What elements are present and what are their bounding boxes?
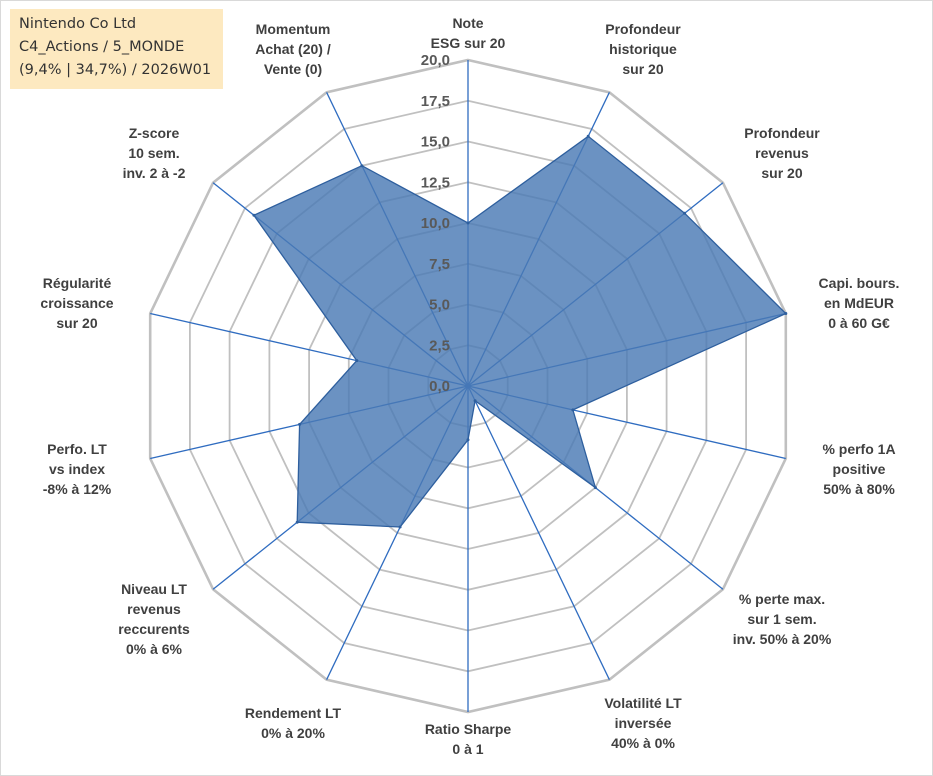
info-box: Nintendo Co Ltd C4_Actions / 5_MONDE (9,… — [10, 9, 223, 89]
tick-label: 12,5 — [421, 174, 450, 191]
data-point — [586, 134, 590, 138]
axis-label-line: Note — [452, 15, 483, 31]
axis-label-line: 0% à 20% — [261, 725, 325, 741]
axis-label-line: Volatilité LT — [604, 695, 682, 711]
axis-label-line: revenus — [127, 601, 181, 617]
axis-label-line: Niveau LT — [121, 581, 187, 597]
axis-label-line: sur 20 — [761, 165, 802, 181]
axis-label-line: Profondeur — [605, 21, 681, 37]
axis-label: Profondeur revenus sur 20 — [744, 125, 820, 181]
tick-label: 7,5 — [429, 256, 450, 273]
axis-label-line: revenus — [755, 145, 809, 161]
axis-label-line: Ratio Sharpe — [425, 721, 512, 737]
axis-label: Z-score 10 sem. inv. 2 à -2 — [123, 125, 186, 181]
data-point — [683, 211, 687, 215]
tick-label: 20,0 — [421, 52, 450, 69]
axis-label: Niveau LT revenus reccurents 0% à 6% — [118, 581, 190, 657]
data-point — [355, 359, 359, 363]
axis-label: Profondeur historique sur 20 — [605, 21, 681, 77]
axis-label-line: 50% à 80% — [823, 481, 895, 497]
axis-label-line: % perte max. — [739, 591, 825, 607]
tick-label: 15,0 — [421, 134, 450, 151]
axis-label: Régularité croissance sur 20 — [40, 275, 113, 331]
axis-label-line: inv. 50% à 20% — [733, 631, 832, 647]
axis-label-line: inv. 2 à -2 — [123, 165, 186, 181]
axis-label: Volatilité LT inversée 40% à 0% — [604, 695, 682, 751]
axis-label: % perte max. sur 1 sem. inv. 50% à 20% — [733, 591, 832, 647]
info-category: C4_Actions / 5_MONDE — [19, 39, 185, 55]
tick-label: 5,0 — [429, 297, 450, 314]
data-point — [466, 438, 470, 442]
axis-label-line: Z-score — [129, 125, 180, 141]
data-point — [466, 221, 470, 225]
data-area-group — [252, 134, 788, 529]
axis-label-line: reccurents — [118, 621, 190, 637]
data-point — [360, 164, 364, 168]
axis-label: Perfo. LT vs index -8% à 12% — [43, 441, 112, 497]
data-point — [571, 408, 575, 412]
axis-labels: Note ESG sur 20 Profondeur historique sur 20… — [40, 15, 899, 757]
axis-label-line: 0 à 1 — [452, 741, 483, 757]
axis-label-line: croissance — [40, 295, 113, 311]
axis-label-line: vs index — [49, 461, 105, 477]
axis-label: Momentum Achat (20) / Vente (0) — [255, 21, 331, 77]
axis-spoke — [467, 385, 610, 680]
axis-label-line: Perfo. LT — [47, 441, 107, 457]
axis-label-line: inversée — [615, 715, 672, 731]
axis-label-line: sur 20 — [56, 315, 97, 331]
data-point — [252, 213, 256, 217]
axis-label-line: Rendement LT — [245, 705, 342, 721]
axis-label-line: -8% à 12% — [43, 481, 112, 497]
axis-label-line: positive — [833, 461, 886, 477]
axis-label: Rendement LT 0% à 20% — [245, 705, 342, 741]
axis-label-line: sur 1 sem. — [747, 611, 816, 627]
axis-label-line: Capi. bours. — [819, 275, 900, 291]
axis-label-line: Momentum — [256, 21, 331, 37]
axis-label-line: sur 20 — [622, 61, 663, 77]
axis-label-line: Achat (20) / — [255, 41, 331, 57]
axis-label-line: historique — [609, 41, 677, 57]
data-point — [784, 312, 788, 315]
axis-label-line: 0 à 60 G€ — [828, 315, 890, 331]
axis-label: Note ESG sur 20 — [431, 15, 506, 51]
axis-label-line: ESG sur 20 — [431, 35, 506, 51]
axis-label: Ratio Sharpe 0 à 1 — [425, 721, 512, 757]
tick-label: 10,0 — [421, 215, 450, 232]
data-point — [295, 520, 299, 524]
axis-label: Capi. bours. en MdEUR 0 à 60 G€ — [819, 275, 900, 331]
info-company-name: Nintendo Co Ltd — [19, 16, 137, 32]
info-stats-week: (9,4% | 34,7%) / 2026W01 — [19, 62, 212, 78]
tick-labels: 0,0 2,5 5,0 7,5 10,0 12,5 15,0 17,5 20,0 — [421, 52, 450, 395]
axis-label-line: Régularité — [43, 275, 112, 291]
axis-label-line: Vente (0) — [264, 61, 322, 77]
tick-label: 0,0 — [429, 378, 450, 395]
axis-label-line: % perfo 1A — [822, 441, 895, 457]
data-point — [593, 486, 597, 490]
data-point — [473, 399, 477, 403]
data-area — [252, 135, 787, 528]
data-point — [398, 525, 402, 529]
data-point — [298, 422, 302, 426]
axis-label-line: 10 sem. — [128, 145, 179, 161]
axis-label-line: Profondeur — [744, 125, 820, 141]
axis-label-line: 40% à 0% — [611, 735, 675, 751]
axis-label-line: 0% à 6% — [126, 641, 183, 657]
axis-label: % perfo 1A positive 50% à 80% — [822, 441, 895, 497]
tick-label: 2,5 — [429, 337, 450, 354]
axis-label-line: en MdEUR — [824, 295, 894, 311]
tick-label: 17,5 — [421, 93, 450, 110]
